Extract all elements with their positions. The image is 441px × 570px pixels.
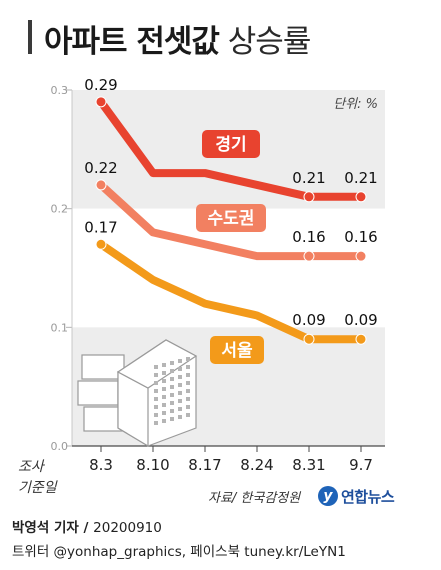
data-label: 0.16 — [344, 228, 377, 246]
data-point — [303, 333, 315, 345]
x-tick-label: 8.24 — [240, 456, 273, 474]
building-window — [154, 365, 158, 369]
y-tick-label: 0.2 — [51, 203, 69, 216]
byline: 박영석 기자 / 20200910 — [12, 516, 162, 536]
data-point — [355, 191, 367, 203]
data-label: 0.29 — [84, 76, 117, 94]
logo-text: 연합뉴스 — [341, 487, 395, 506]
building-shape-5 — [116, 339, 198, 389]
building-window — [170, 409, 174, 413]
legend-box-0 — [202, 130, 260, 158]
building-shape-2 — [83, 406, 123, 432]
title-main: 아파트 전셋값 — [44, 24, 220, 60]
building-shape-1 — [77, 380, 119, 406]
data-label: 0.09 — [292, 311, 325, 329]
series-line-2 — [97, 240, 365, 344]
x-tick-label: 8.31 — [292, 456, 325, 474]
data-point — [95, 238, 107, 250]
data-label: 0.21 — [292, 169, 325, 187]
logo-mark: y — [318, 486, 338, 506]
building-window — [154, 405, 158, 409]
x-tick-label: 9.7 — [349, 456, 373, 474]
building-window — [178, 359, 182, 363]
building-window — [162, 379, 166, 383]
building-window — [154, 421, 158, 425]
page-title: 아파트 전셋값 상승률 — [44, 16, 312, 61]
building-window — [170, 361, 174, 365]
building-window — [178, 375, 182, 379]
building-window — [170, 401, 174, 405]
building-window — [170, 393, 174, 397]
title-sub: 상승률 — [227, 24, 312, 60]
legend-label-1: 수도권 — [208, 209, 255, 229]
reporter: 박영석 기자 / — [12, 520, 94, 536]
y-tick-label: 0.1 — [51, 321, 69, 334]
building-window — [186, 381, 190, 385]
legend-label-2: 서울 — [221, 341, 253, 361]
building-window — [186, 365, 190, 369]
y-tick-label: 0.0 — [51, 440, 69, 453]
data-label: 0.09 — [344, 311, 377, 329]
y-tick-label: 0.3 — [51, 84, 69, 97]
x-axis-title-line1: 조사 — [18, 459, 46, 475]
building-illustration — [77, 339, 198, 448]
building-window — [178, 407, 182, 411]
building-window — [186, 357, 190, 361]
data-label: 0.16 — [292, 228, 325, 246]
building-window — [162, 411, 166, 415]
building-window — [178, 383, 182, 387]
building-window — [186, 405, 190, 409]
x-tick-label: 8.10 — [136, 456, 169, 474]
building-window — [178, 367, 182, 371]
building-window — [162, 371, 166, 375]
publish-date: 20200910 — [93, 520, 162, 536]
building-window — [170, 377, 174, 381]
title-accent-bar — [28, 20, 32, 54]
data-point — [303, 250, 315, 262]
building-window — [178, 399, 182, 403]
building-window — [178, 391, 182, 395]
building-window — [170, 369, 174, 373]
building-window — [154, 397, 158, 401]
legend-box-1 — [196, 204, 266, 232]
data-label: 0.17 — [84, 218, 117, 236]
data-label: 0.22 — [84, 159, 117, 177]
building-window — [178, 415, 182, 419]
series-line-0 — [97, 97, 365, 201]
building-window — [186, 413, 190, 417]
data-point — [303, 191, 315, 203]
data-point — [95, 179, 107, 191]
building-window — [154, 381, 158, 385]
building-shape-0 — [81, 354, 125, 380]
building-window — [154, 389, 158, 393]
building-window — [170, 417, 174, 421]
x-axis-title-line2: 기준일 — [18, 480, 58, 496]
data-label: 0.21 — [344, 169, 377, 187]
building-window — [186, 389, 190, 393]
building-window — [162, 403, 166, 407]
data-point — [95, 96, 107, 108]
unit-label: 단위: % — [333, 97, 378, 112]
building-window — [186, 397, 190, 401]
building-window — [154, 373, 158, 377]
x-tick-label: 8.17 — [188, 456, 221, 474]
contact-info: 트위터 @yonhap_graphics, 페이스북 tuney.kr/LeYN… — [12, 544, 346, 560]
building-window — [162, 419, 166, 423]
building-window — [162, 387, 166, 391]
data-point — [355, 333, 367, 345]
legend-box-2 — [210, 336, 264, 364]
legend-label-0: 경기 — [215, 135, 246, 155]
publisher-logo: y 연합뉴스 — [318, 485, 395, 507]
data-point — [355, 250, 367, 262]
building-window — [170, 385, 174, 389]
building-window — [186, 373, 190, 377]
building-window — [162, 363, 166, 367]
building-window — [154, 413, 158, 417]
source-label: 자료/ 한국감정원 — [208, 491, 301, 506]
series-line-1 — [97, 180, 365, 261]
x-tick-label: 8.3 — [89, 456, 113, 474]
building-window — [162, 395, 166, 399]
